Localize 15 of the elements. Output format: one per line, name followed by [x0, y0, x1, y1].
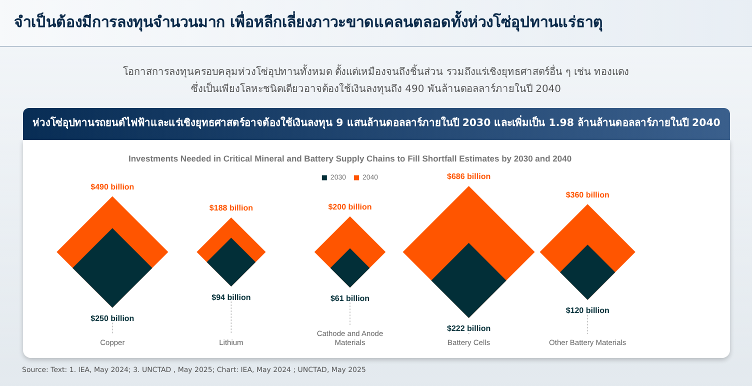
text: ซึ่งเป็นเพียงโลหะชนิดเดียวอาจต้องใช้เงินลงทุนถึง 490 พันล้านดอลลาร์ภายในปี 2040: [190, 81, 562, 96]
text: โอกาสการลงทุนครอบคลุมห่วงโซ่อุปทานทั้งหมด ตั้งแต่เหมืองจนถึงชิ้นส่วน รวมถึงแร่เชิงยุทธศาสตร์อื่น ๆ เช่น ทองแดง: [122, 64, 630, 79]
data-label: $61 billion: [330, 294, 370, 303]
data-label: $490 billion: [90, 182, 134, 192]
text: จำเป็นต้องมีการลงทุนจำนวนมาก เพื่อหลีกเลี่ยงภาวะขาดแคลนตลอดทั้งห่วงโซ่อุปทานแร่ธาตุ: [14, 10, 604, 34]
data-label: $250 billion: [90, 314, 134, 323]
data-label: $94 billion: [212, 292, 251, 302]
text: ห่วงโซ่อุปทานรถยนต์ไฟฟ้าและแร่เชิงยุทธศาสตร์อาจต้องใช้เงินลงทุน 9 แสนล้านดอลลาร์ภายในปี 2030 และเพิ่มเป็น 1.98 ล้านล้านดอลลาร์ภายในปี 2040: [23, 108, 730, 140]
data-label: $222 billion: [447, 324, 491, 334]
data-label: $188 billion: [209, 204, 254, 213]
text: Investments Needed in Critical Mineral and Battery Supply Chains to Fill Shortfall Estimates by 2030 and 2040: [128, 153, 572, 164]
data-label: $200 billion: [328, 202, 372, 212]
data-label: $360 billion: [566, 190, 610, 200]
data-label: $686 billion: [447, 172, 491, 182]
data-label: $120 billion: [566, 306, 610, 316]
